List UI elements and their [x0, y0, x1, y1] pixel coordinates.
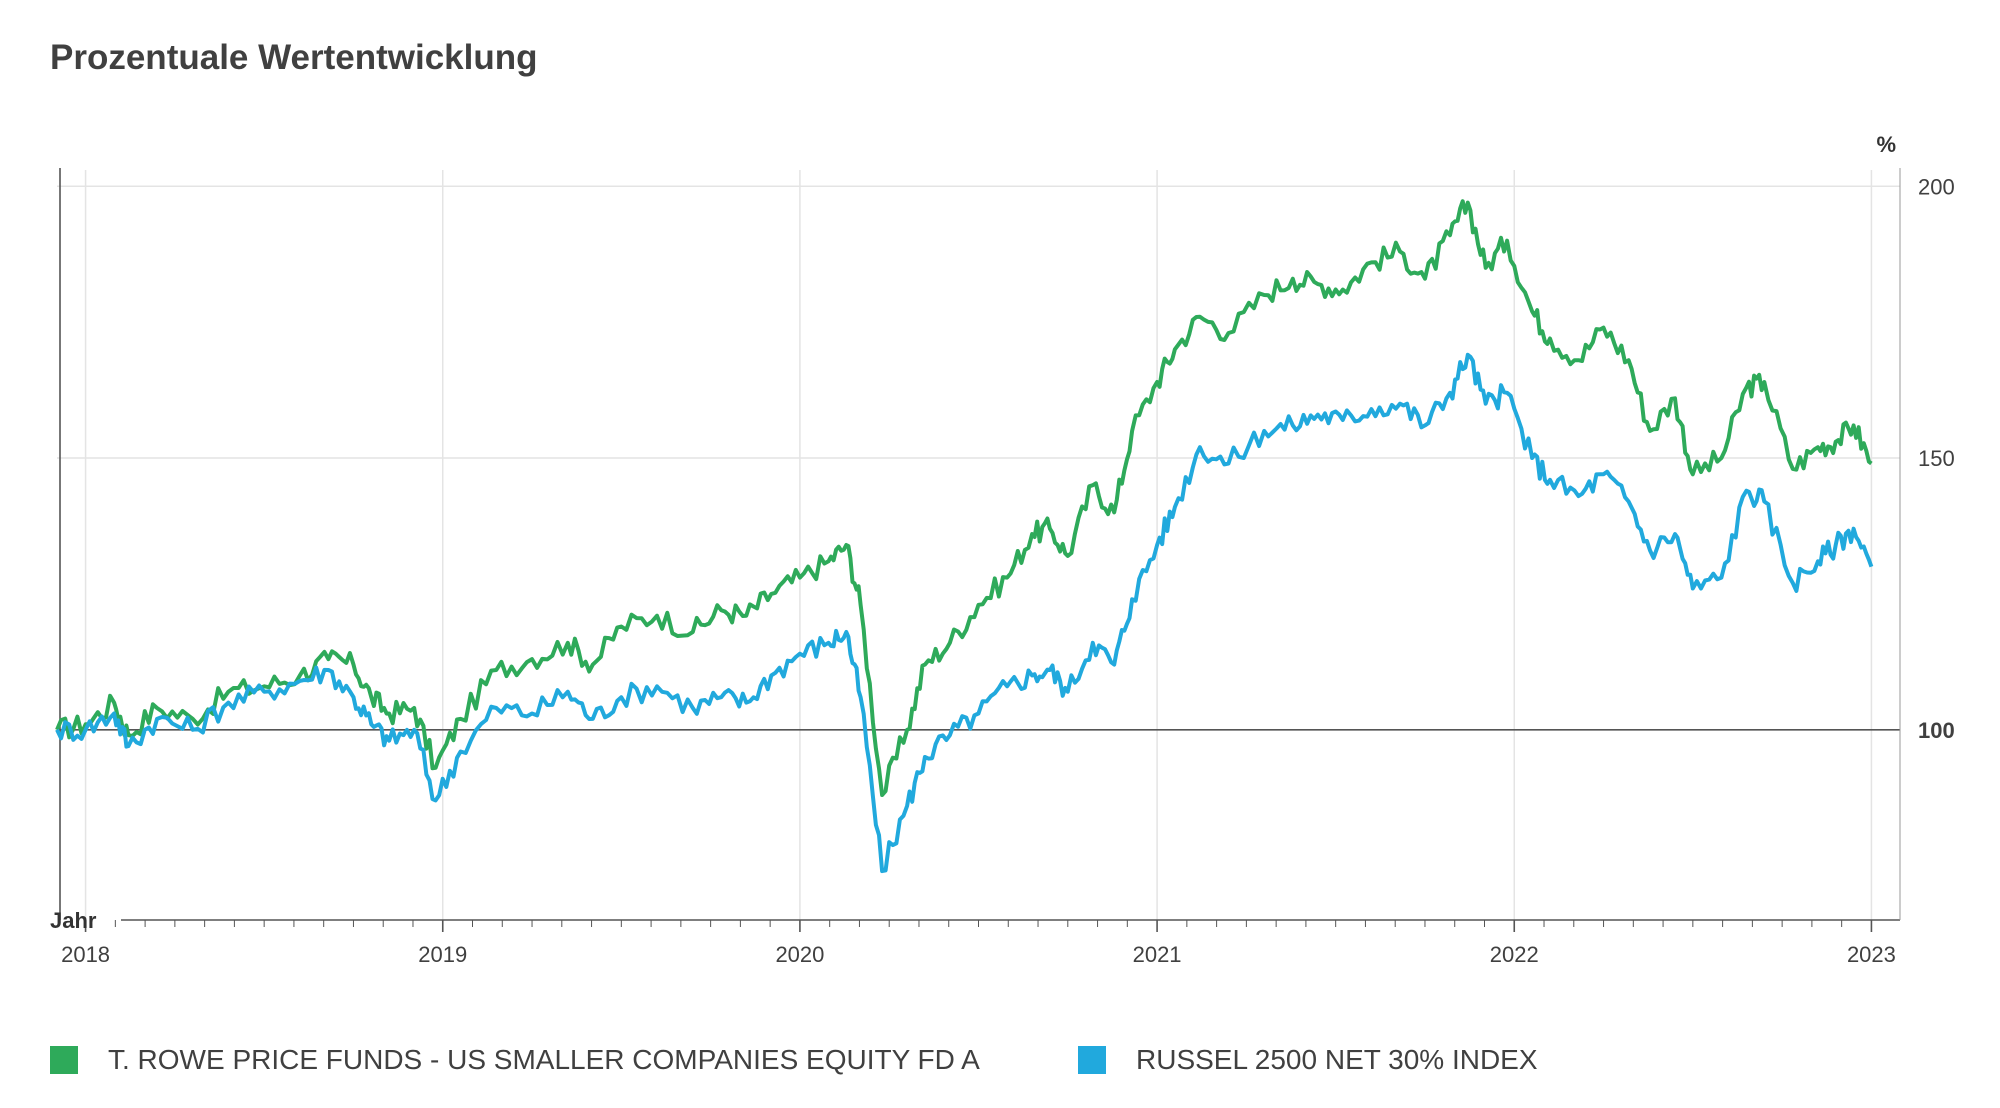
y-axis-unit: %	[1876, 132, 1896, 157]
axes	[59, 168, 1901, 932]
labels: 2018 2019 2020 2021 2022 2023 100 150 200 Jahr%	[50, 132, 1955, 967]
y-tick-label-150: 150	[1918, 446, 1955, 471]
series-layer	[55, 199, 1874, 874]
legend-item-index[interactable]: RUSSEL 2500 NET 30% INDEX	[1078, 1044, 1538, 1076]
x-tick-label-2020: 2020	[775, 942, 824, 967]
x-tick-label-2022: 2022	[1490, 942, 1539, 967]
x-tick-label-2021: 2021	[1133, 942, 1182, 967]
x-axis-title: Jahr	[50, 908, 97, 933]
legend-label-index: RUSSEL 2500 NET 30% INDEX	[1136, 1044, 1538, 1075]
series-line-fund	[55, 199, 1873, 797]
y-tick-label-200: 200	[1918, 174, 1955, 199]
grid	[57, 170, 1900, 920]
x-tick-label-2018: 2018	[61, 942, 110, 967]
legend-swatch-fund	[50, 1046, 78, 1074]
legend-item-fund[interactable]: T. ROWE PRICE FUNDS - US SMALLER COMPANI…	[50, 1044, 980, 1076]
series-line-index	[55, 352, 1874, 874]
x-tick-label-2023: 2023	[1847, 942, 1896, 967]
chart-title: Prozentuale Wertentwicklung	[50, 38, 538, 77]
x-tick-label-2019: 2019	[418, 942, 467, 967]
y-tick-label-100: 100	[1918, 718, 1955, 743]
legend-label-fund: T. ROWE PRICE FUNDS - US SMALLER COMPANI…	[108, 1044, 980, 1075]
legend-swatch-index	[1078, 1046, 1106, 1074]
chart-svg: 2018 2019 2020 2021 2022 2023 100 150 200 Jahr%	[50, 132, 1955, 967]
